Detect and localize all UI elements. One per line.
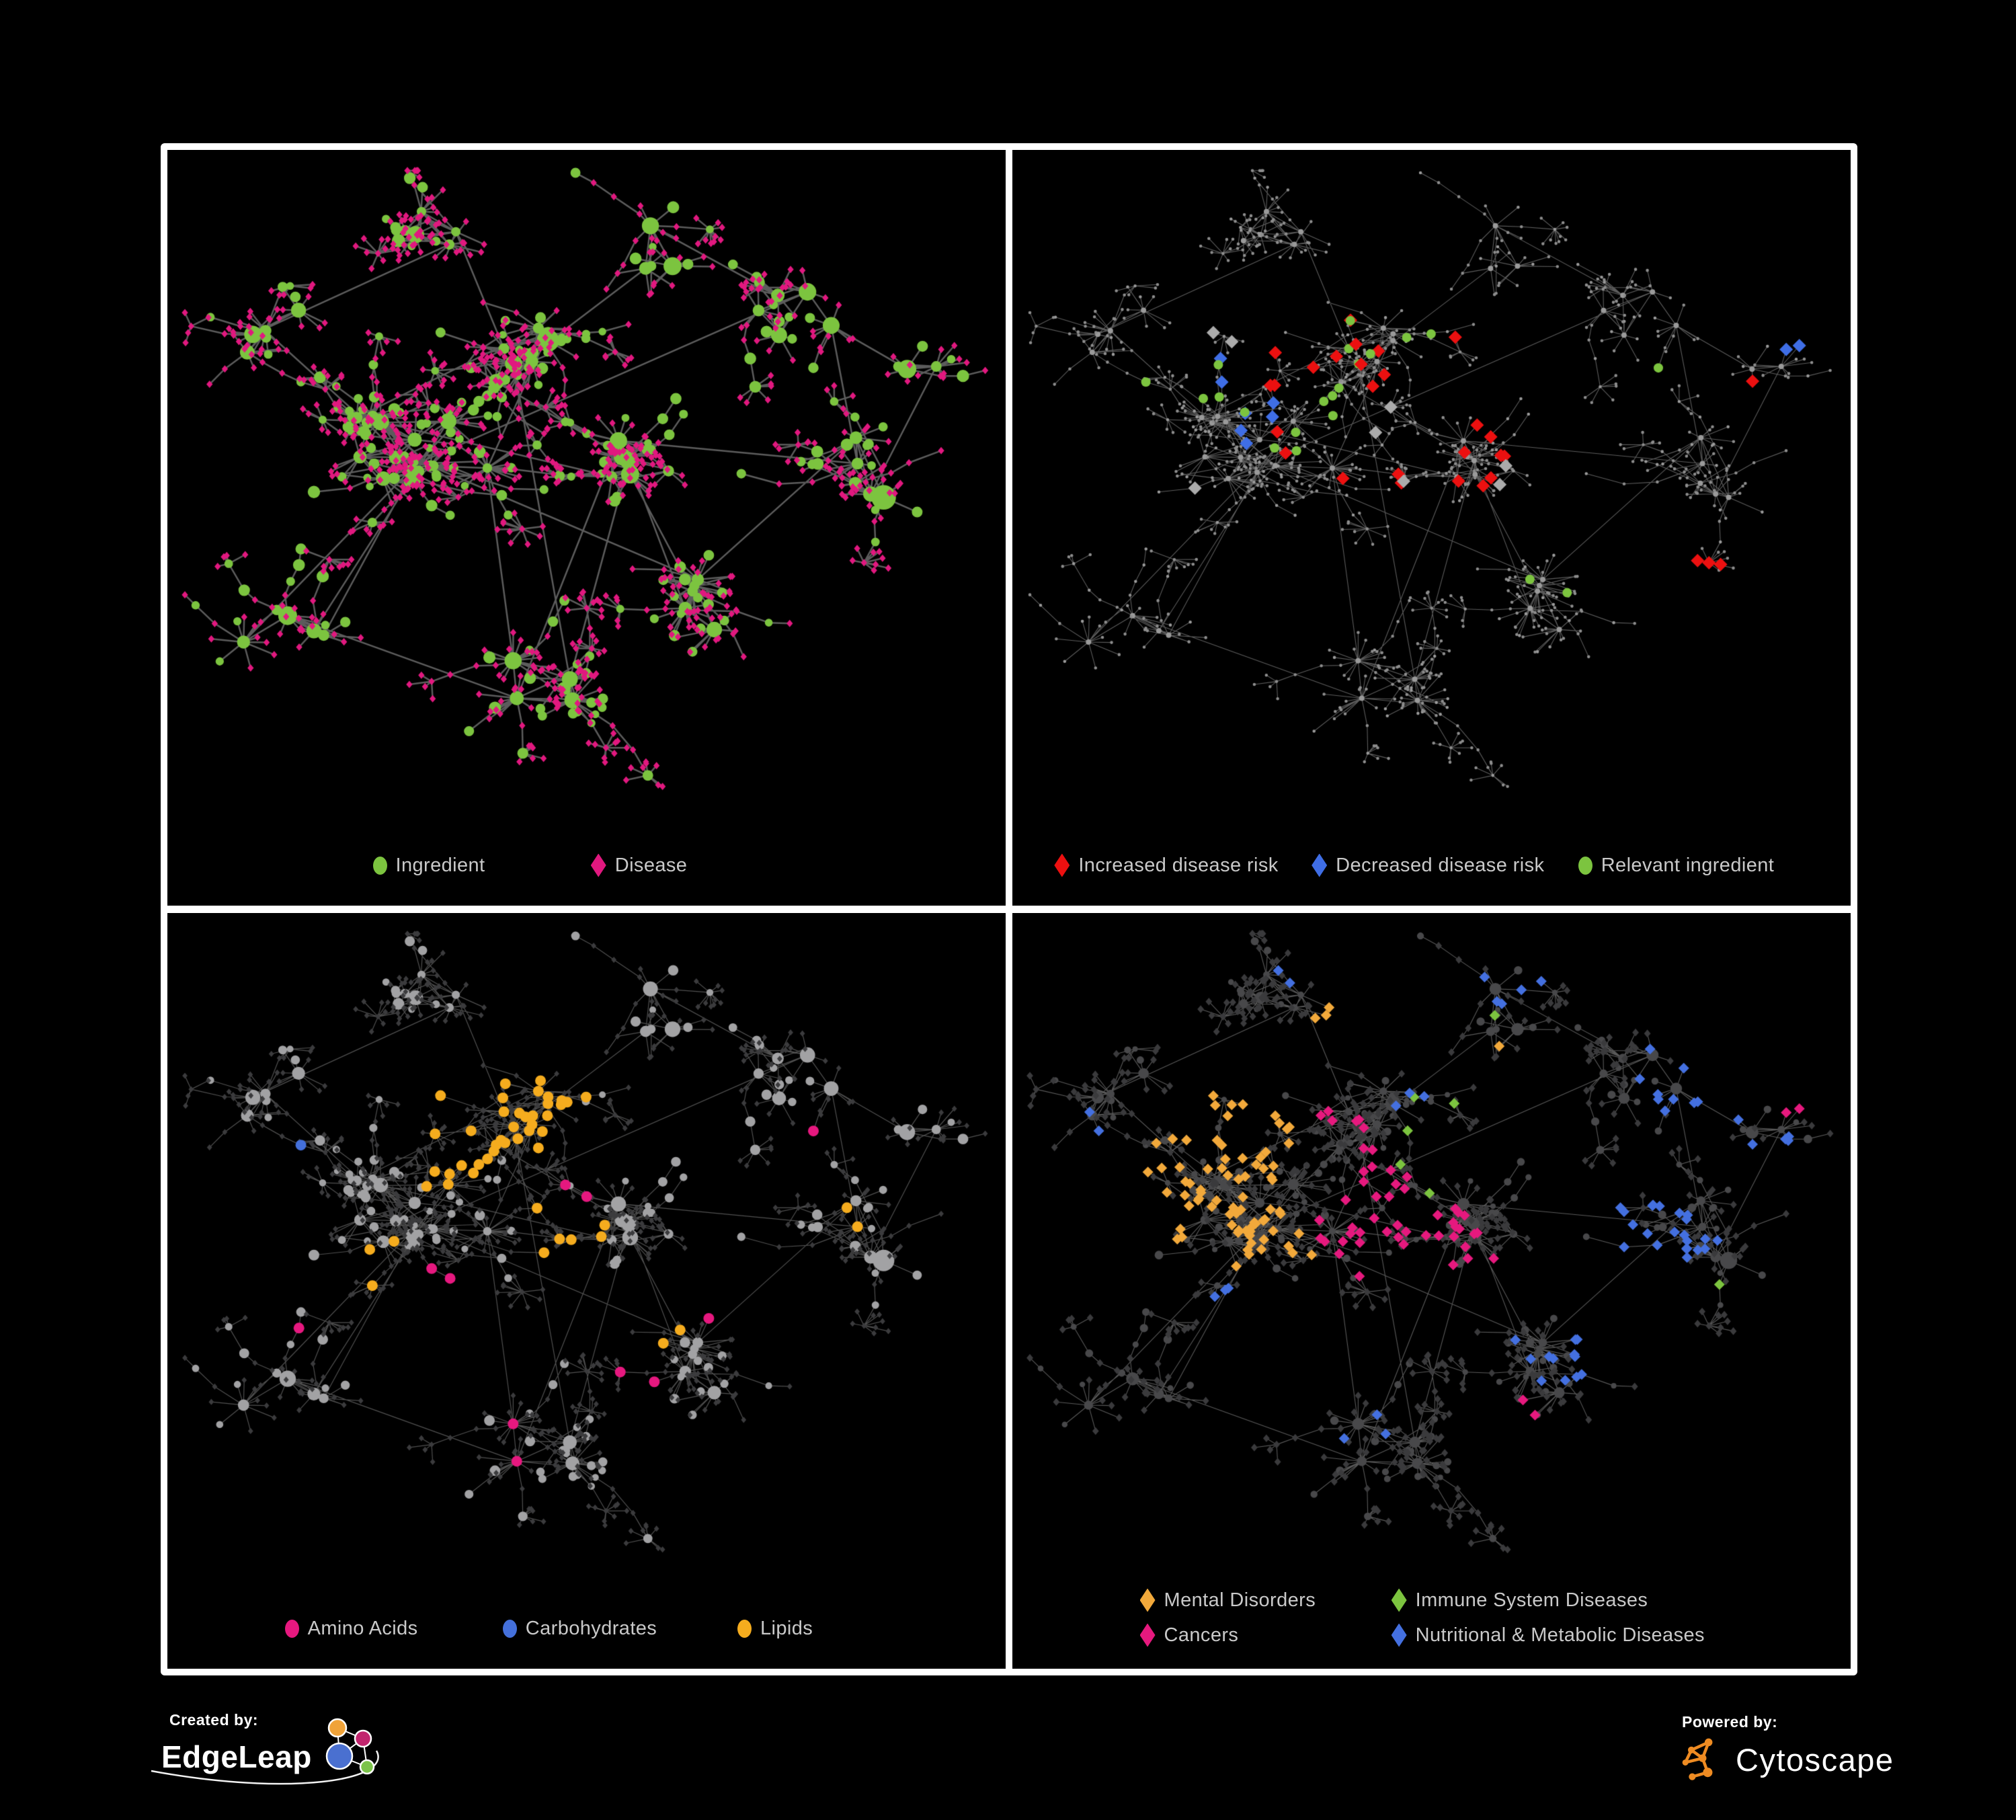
cytoscape-wordmark: Cytoscape [1736,1741,1894,1778]
created-by-block: Created by: EdgeLeap [151,1711,397,1785]
powered-by-block: Powered by: Cytoscape [1682,1713,1894,1782]
network-canvas-ingredient-disease [167,150,1006,906]
panel-disease-risk: Increased disease risk Decreased disease … [1012,150,1851,906]
legend-marker-circle-icon [502,1619,517,1638]
legend-label: Increased disease risk [1078,854,1279,876]
legend-marker-diamond-icon [1139,1623,1156,1647]
network-canvas-ingredient-classes [167,913,1006,1669]
legend-item-increased-disease-risk: Increased disease risk [1054,853,1278,877]
legend-item-ingredient: Ingredient [372,853,485,877]
legend-marker-diamond-icon [590,853,606,877]
legend-label: Disease [614,854,688,876]
legend-label: Cancers [1164,1624,1239,1646]
legend-label: Decreased disease risk [1336,854,1545,876]
legend-item-amino-acids: Amino Acids [284,1616,418,1640]
edgeleap-logo-icon [151,1718,379,1785]
panel-ingredient-disease: Ingredient Disease [167,150,1006,906]
created-by-label: Created by: [169,1711,259,1729]
powered-by-label: Powered by: [1682,1713,1778,1731]
legend-label: Immune System Diseases [1415,1589,1648,1611]
panel-ingredient-classes: Amino Acids Carbohydrates Lipids [167,913,1006,1669]
legend-label: Mental Disorders [1164,1589,1316,1611]
legend-item-decreased-disease-risk: Decreased disease risk [1312,853,1544,877]
legend-marker-circle-icon [372,856,387,875]
network-canvas-disease-risk [1012,150,1851,906]
legend-marker-diamond-icon [1054,853,1070,877]
network-canvas-disease-classes [1012,913,1851,1669]
legend-marker-diamond-icon [1139,1588,1156,1612]
legend-label: Nutritional & Metabolic Diseases [1415,1624,1705,1646]
cytoscape-logo-icon [1682,1738,1713,1780]
panel-disease-classes: Mental Disorders Immune System Diseases Ca… [1012,913,1851,1669]
legend-item-lipids: Lipids [737,1616,813,1640]
legend-marker-circle-icon [737,1619,752,1638]
legend-label: Relevant ingredient [1601,854,1775,876]
edgeleap-wordmark: EdgeLeap [161,1739,312,1774]
legend-label: Carbohydrates [525,1617,657,1639]
legend-marker-diamond-icon [1312,853,1328,877]
legend-label: Ingredient [395,854,485,876]
legend-label: Lipids [760,1617,813,1639]
legend-item-nutritional-metabolic-diseases: Nutritional & Metabolic Diseases [1391,1623,1705,1647]
panel-grid: Ingredient Disease Increased disease risk… [161,143,1857,1675]
legend-item-disease: Disease [590,853,688,877]
legend-marker-circle-icon [284,1619,299,1638]
legend-item-mental-disorders: Mental Disorders [1139,1588,1316,1612]
legend-item-cancers: Cancers [1139,1623,1239,1647]
legend-item-immune-system-diseases: Immune System Diseases [1391,1588,1648,1612]
legend-item-carbohydrates: Carbohydrates [502,1616,657,1640]
legend-marker-diamond-icon [1391,1623,1407,1647]
legend-label: Amino Acids [307,1617,418,1639]
legend-item-relevant-ingredient: Relevant ingredient [1578,853,1774,877]
legend-marker-circle-icon [1578,856,1592,875]
legend-marker-diamond-icon [1391,1588,1407,1612]
